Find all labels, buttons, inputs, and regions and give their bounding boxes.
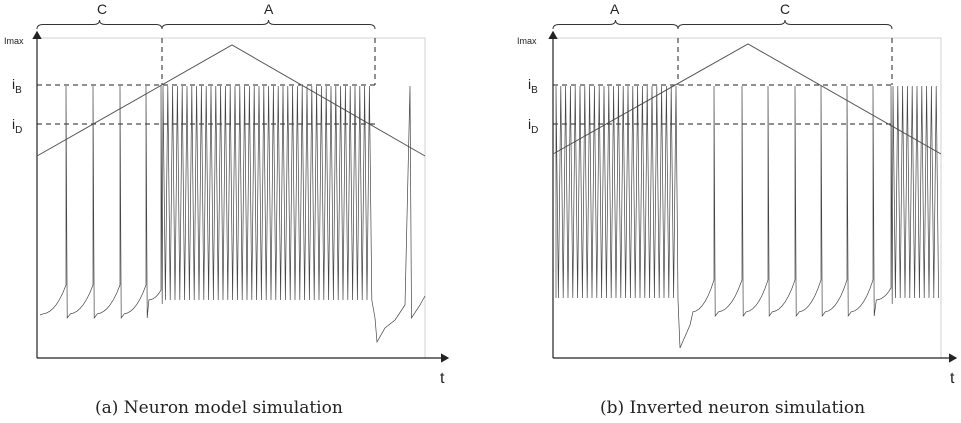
id-label: iD [528,116,538,136]
annotations [36,19,426,157]
annotations [552,19,942,155]
plot-frame [552,37,942,359]
spike-trace-path [555,85,939,349]
brace-c [36,19,163,30]
spike-trace [555,85,939,349]
brace-label-a: A [610,1,620,17]
ib-label: iB [12,76,22,96]
panel-neuron-model: Imax iB iD t C A (a) Neuron model simula… [4,1,450,418]
ib-label: iB [528,76,538,96]
brace-a [161,19,376,30]
x-label: t [440,370,445,387]
caption: (b) Inverted neuron simulation [600,398,865,418]
panel-inverted-neuron: Imax iB iD t A C (b) Inverted neuron sim… [517,1,958,418]
input-ramp [552,43,942,155]
brace-label-c: C [97,1,107,17]
spike-trace [39,85,426,344]
y-top-label: Imax [4,36,24,46]
brace-label-c: C [780,1,790,17]
plot-frame [36,37,426,359]
brace-label-a: A [264,1,274,17]
caption: (a) Neuron model simulation [95,398,343,418]
input-ramp [36,44,426,157]
spike-trace-path [39,85,426,344]
x-label: t [950,370,955,387]
brace-c [677,19,893,30]
y-top-label: Imax [517,36,537,46]
brace-a [552,19,679,30]
id-label: iD [12,116,22,136]
